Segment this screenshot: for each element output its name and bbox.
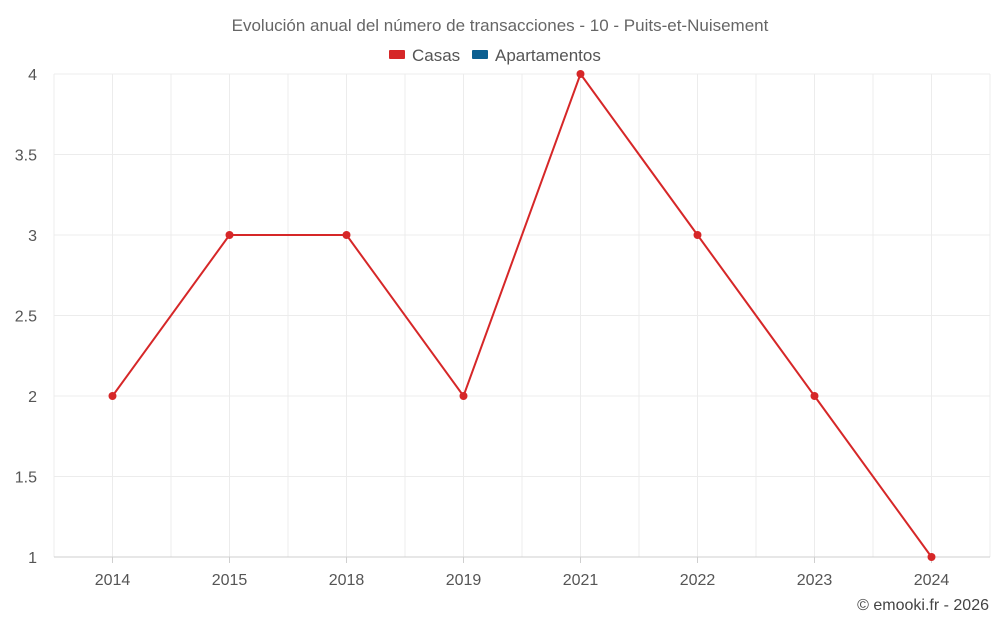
series-line-casas	[111, 73, 933, 558]
data-point-casas	[108, 392, 117, 400]
legend-item-apartamentos[interactable]: Apartamentos	[472, 46, 601, 65]
legend-label-apartamentos: Apartamentos	[495, 46, 601, 65]
series-layer	[108, 70, 936, 561]
legend-item-casas[interactable]: Casas	[389, 46, 460, 65]
data-point-casas	[576, 70, 585, 78]
data-point-casas	[810, 392, 819, 400]
data-point-casas	[342, 231, 351, 239]
y-axis: 1 1.5 2 2.5 3 3.5 4	[15, 67, 37, 567]
x-tick-label: 2024	[914, 572, 950, 589]
y-tick-label: 2	[28, 389, 37, 406]
data-point-casas	[225, 231, 234, 239]
x-tick-label: 2015	[212, 572, 248, 589]
x-tick-label: 2019	[446, 572, 482, 589]
x-axis: 2014 2015 2018 2019 2021 2022 2023 2024	[54, 556, 990, 589]
x-tick-label: 2022	[680, 572, 716, 589]
y-tick-label: 4	[28, 67, 37, 84]
x-tick-label: 2018	[329, 572, 365, 589]
y-tick-label: 2.5	[15, 309, 37, 326]
legend-swatch-casas	[389, 50, 405, 59]
grid	[53, 73, 991, 557]
x-tick-label: 2023	[797, 572, 833, 589]
data-point-casas	[927, 553, 936, 561]
legend-swatch-apartamentos	[472, 50, 488, 59]
chart-title: Evolución anual del número de transaccio…	[232, 16, 769, 35]
y-tick-label: 3	[28, 228, 37, 245]
y-tick-label: 1.5	[15, 470, 37, 487]
credit-text: © emooki.fr - 2026	[857, 597, 989, 614]
y-tick-label: 3.5	[15, 148, 37, 165]
legend[interactable]: Casas Apartamentos	[389, 46, 601, 65]
y-tick-label: 1	[28, 550, 37, 567]
x-tick-label: 2014	[95, 572, 131, 589]
x-tick-label: 2021	[563, 572, 599, 589]
data-point-casas	[459, 392, 468, 400]
data-point-casas	[693, 231, 702, 239]
legend-label-casas: Casas	[412, 46, 460, 65]
